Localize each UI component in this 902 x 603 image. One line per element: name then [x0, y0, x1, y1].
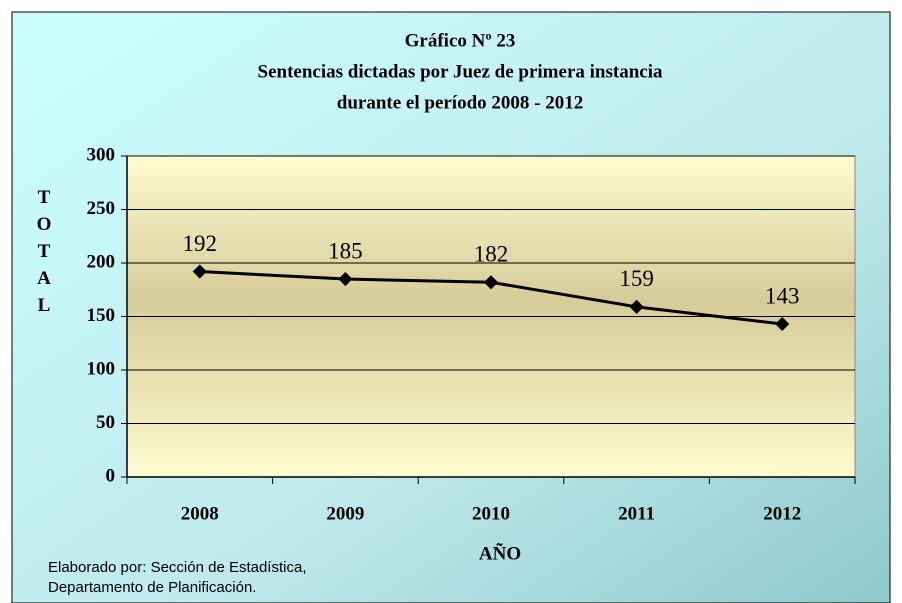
chart-title: Gráfico Nº 23 [405, 30, 516, 51]
y-tick-label: 200 [87, 251, 116, 272]
note: Elaborado por: Sección de Estadística, [48, 559, 307, 576]
x-tick-label: 2010 [472, 503, 510, 524]
data-label: 143 [765, 283, 800, 308]
x-axis-label: AÑO [479, 542, 521, 564]
x-tick-label: 2009 [326, 503, 364, 524]
y-tick-label: 0 [106, 465, 116, 486]
chart-title: Sentencias dictadas por Juez de primera … [258, 61, 663, 82]
data-label: 192 [183, 231, 218, 256]
y-tick-label: 150 [87, 305, 116, 326]
marker [629, 299, 644, 314]
y-tick-label: 50 [96, 412, 115, 433]
data-label: 182 [474, 242, 509, 267]
marker [338, 271, 353, 287]
marker [775, 316, 790, 332]
note: Departamento de Planificación. [48, 579, 256, 596]
x-tick-label: 2011 [618, 503, 655, 524]
data-label: 159 [619, 266, 654, 291]
x-tick-label: 2012 [763, 503, 801, 524]
marker [192, 264, 207, 279]
y-tick-label: 300 [87, 144, 116, 165]
marker [483, 275, 499, 290]
y-tick-label: 100 [87, 358, 116, 379]
x-tick-label: 2008 [181, 503, 219, 524]
data-label: 185 [328, 238, 363, 263]
chart-title: durante el período 2008 - 2012 [337, 92, 583, 113]
y-tick-label: 250 [87, 198, 116, 219]
